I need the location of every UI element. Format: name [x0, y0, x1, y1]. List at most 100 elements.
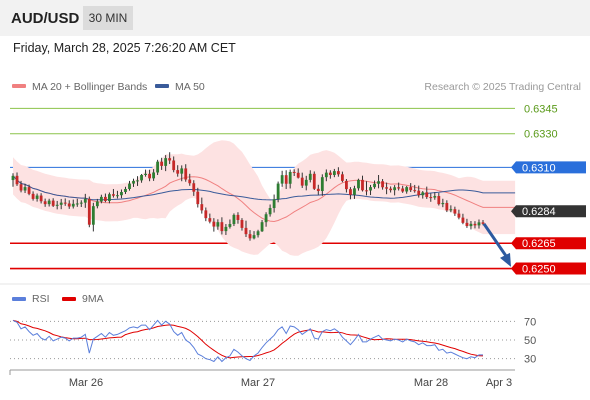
candle-body: [397, 187, 401, 189]
time-axis-label: Mar 26: [69, 377, 103, 389]
candle-body: [71, 203, 75, 207]
candle-body: [417, 190, 421, 196]
candle: [116, 190, 119, 199]
candle: [353, 185, 356, 199]
candle-body: [108, 194, 111, 201]
candle-body: [232, 214, 236, 225]
candle: [256, 229, 260, 238]
candle: [481, 219, 485, 226]
chart-timestamp: Friday, March 28, 2025 7:26:20 AM CET: [13, 41, 236, 55]
candle: [324, 169, 328, 182]
candle: [405, 185, 409, 194]
candle-body: [75, 203, 79, 205]
candle: [148, 169, 151, 182]
support-label: 0.6265: [511, 237, 586, 250]
candle-body: [377, 181, 380, 184]
candle: [87, 196, 91, 228]
candle: [228, 219, 232, 229]
symbol-title: AUD/USD: [11, 10, 80, 27]
candle: [357, 178, 360, 191]
candle: [43, 198, 47, 207]
candle-body: [324, 172, 328, 178]
candle-body: [365, 190, 368, 192]
candle: [59, 198, 63, 210]
candle: [172, 156, 176, 173]
candle-body: [328, 172, 332, 175]
candle-body: [244, 227, 248, 235]
candle: [465, 218, 469, 228]
candle-body: [353, 188, 356, 195]
candle-body: [87, 198, 91, 225]
candle-body: [15, 175, 19, 185]
candle: [63, 198, 67, 206]
candle-body: [204, 210, 208, 219]
rsi-level-label: 50: [524, 335, 536, 347]
candle: [336, 167, 340, 177]
candle: [425, 186, 429, 199]
candle-body: [55, 204, 59, 206]
candle: [196, 187, 200, 208]
candle: [361, 175, 364, 192]
rsi-legend-swatch: [12, 297, 26, 301]
candle-body: [409, 187, 413, 191]
candle-body: [228, 224, 232, 227]
candle: [124, 186, 127, 195]
current-price-text: 0.6284: [522, 206, 556, 218]
candle-body: [433, 196, 437, 198]
current-price-label: 0.6284: [511, 205, 586, 218]
candle-body: [164, 158, 168, 166]
candle: [91, 202, 95, 232]
candle-body: [389, 188, 393, 191]
candle-body: [457, 213, 461, 218]
candle-body: [373, 183, 376, 188]
candle-body: [208, 218, 212, 222]
rsi-ma-legend-swatch: [62, 297, 76, 301]
candle-body: [421, 192, 425, 196]
candle-body: [264, 214, 268, 223]
candle-body: [220, 222, 224, 232]
candle: [176, 165, 180, 177]
candle-body: [272, 199, 276, 209]
rsi-ma-legend-label: 9MA: [82, 293, 104, 305]
candle: [128, 180, 131, 191]
candle: [349, 187, 352, 200]
candle: [136, 176, 139, 186]
candle: [35, 193, 39, 202]
candle-body: [35, 195, 39, 199]
candle-body: [19, 184, 23, 191]
candle: [288, 169, 292, 189]
candle-body: [300, 177, 304, 186]
candle-body: [413, 190, 417, 192]
candle: [83, 193, 87, 208]
candle: [473, 221, 477, 229]
candle: [441, 198, 445, 208]
candle: [469, 220, 473, 230]
candle-body: [140, 174, 143, 181]
candle-body: [120, 192, 123, 196]
candle-body: [67, 203, 71, 207]
candle: [224, 224, 228, 235]
candle: [103, 193, 107, 203]
timeframe-button[interactable]: 30 MIN: [83, 6, 133, 30]
candle-body: [51, 200, 55, 206]
candle: [437, 193, 441, 206]
candle: [75, 198, 79, 207]
current-price-tag: [511, 205, 586, 218]
ma50-line: [12, 175, 516, 201]
candle-body: [144, 173, 147, 175]
candle: [79, 200, 83, 208]
candle-body: [248, 234, 252, 239]
candle: [453, 206, 457, 216]
candle: [220, 217, 224, 235]
candle: [27, 184, 31, 196]
candle: [140, 173, 143, 183]
candle: [232, 213, 236, 227]
candle-body: [99, 196, 103, 202]
candle-body: [236, 214, 240, 220]
candle: [316, 184, 320, 195]
candle: [71, 199, 75, 209]
candle: [156, 159, 160, 175]
candle: [300, 172, 304, 188]
candle-body: [381, 181, 384, 188]
